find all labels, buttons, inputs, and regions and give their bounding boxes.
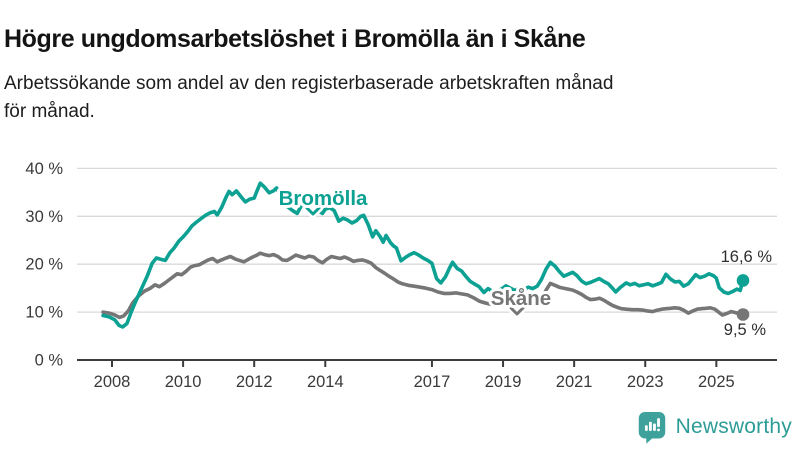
series-label-skåne: Skåne xyxy=(491,287,551,310)
series-label-bromölla: Bromölla xyxy=(279,187,368,210)
y-axis-tick-label: 0 % xyxy=(35,352,64,370)
y-axis-tick-label: 30 % xyxy=(25,208,63,226)
x-axis-tick-label: 2014 xyxy=(307,373,344,391)
end-value-label-skåne: 9,5 % xyxy=(724,321,767,339)
y-axis-tick-label: 20 % xyxy=(25,256,63,274)
series-end-dot-skåne xyxy=(736,308,750,321)
logo-barchart-glyph xyxy=(644,418,660,432)
x-axis-tick-label: 2019 xyxy=(485,373,522,391)
brand-footer: Newsworthy xyxy=(637,410,792,444)
x-axis-tick-label: 2017 xyxy=(414,373,451,391)
end-value-label-bromölla: 16,6 % xyxy=(721,248,773,266)
x-axis-tick-label: 2008 xyxy=(94,373,131,391)
brand-name: Newsworthy xyxy=(675,415,792,438)
label-pointer-chevron xyxy=(509,306,525,316)
y-axis-tick-label: 40 % xyxy=(25,160,63,178)
x-axis-tick-label: 2021 xyxy=(556,373,593,391)
series-line-bromölla xyxy=(101,181,745,329)
y-axis-tick-label: 10 % xyxy=(25,304,63,322)
label-pointer-chevron xyxy=(305,206,321,216)
unemployment-line-chart: 0 % 10 % 20 % 30 % 40 % 2008 2010 2012 2014 2017 2… xyxy=(0,135,800,397)
series-line-skåne xyxy=(101,251,745,320)
x-axis-tick-label: 2023 xyxy=(627,373,664,391)
subtitle-line-1: Arbetssökande som andel av den registerb… xyxy=(4,73,614,94)
subtitle-line-2: för månad. xyxy=(4,101,95,122)
x-axis-tick-label: 2012 xyxy=(236,373,273,391)
page-title: Högre ungdomsarbetslöshet i Bromölla än … xyxy=(4,24,586,53)
line-chart-svg: 0 % 10 % 20 % 30 % 40 % 2008 2010 2012 2014 2017 2… xyxy=(25,160,777,391)
page-subtitle: Arbetssökande som andel av den registerb… xyxy=(4,70,794,126)
x-axis-tick-label: 2010 xyxy=(165,373,202,391)
newsworthy-logo-icon xyxy=(638,412,665,444)
x-axis-tick-label: 2025 xyxy=(698,373,735,391)
series-end-dot-bromölla xyxy=(736,274,750,287)
